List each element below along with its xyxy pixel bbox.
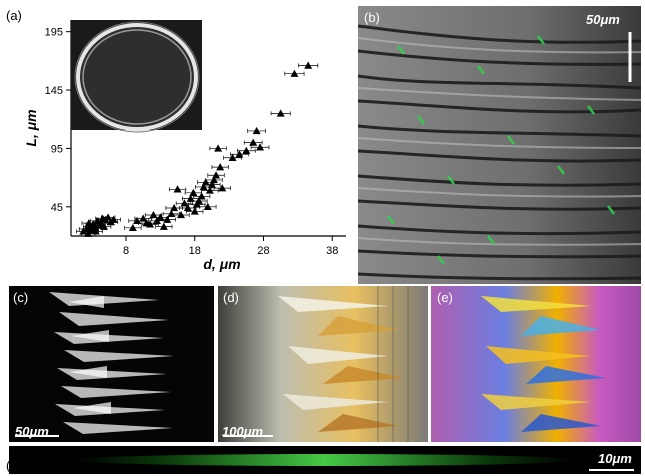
triangle-marker (159, 222, 168, 230)
data-point (203, 180, 221, 188)
x-tick-label: 8 (123, 245, 129, 257)
triangle-marker (228, 153, 237, 161)
data-point (190, 196, 208, 205)
triangle-marker (276, 109, 285, 117)
x-tick-label: 18 (189, 245, 201, 257)
y-axis-label: L, μm (23, 109, 39, 146)
data-point (124, 223, 142, 232)
triangle-marker (170, 203, 179, 212)
triangle-marker (183, 203, 192, 212)
data-point (270, 109, 291, 117)
triangle-marker (156, 213, 165, 221)
panel-d-micrograph (218, 286, 428, 442)
triangle-marker (100, 222, 108, 230)
data-point (237, 146, 256, 154)
panel-b-micrograph (358, 6, 641, 284)
data-point (193, 192, 211, 200)
triangle-marker (128, 223, 137, 232)
triangle-marker (256, 143, 265, 151)
panel-e-label: (e) (437, 290, 453, 305)
data-point (201, 186, 219, 194)
triangle-marker (304, 61, 313, 69)
triangle-marker (177, 210, 185, 219)
data-point (211, 163, 229, 171)
y-tick-label: 45 (51, 202, 63, 214)
data-point (158, 215, 176, 223)
data-point (199, 202, 217, 211)
data-point (298, 61, 319, 69)
scale-b-text: 50μm (586, 12, 620, 27)
triangle-marker (173, 185, 182, 193)
triangle-marker (235, 150, 244, 158)
data-point (88, 227, 103, 235)
triangle-marker (216, 163, 225, 171)
data-point (172, 210, 190, 219)
triangle-marker (249, 138, 258, 146)
triangle-marker (104, 213, 113, 221)
data-point (205, 175, 223, 184)
triangle-marker (189, 188, 198, 196)
data-point (247, 126, 266, 135)
scale-c-text: 50μm (15, 424, 49, 439)
y-tick-label: 95 (51, 143, 63, 155)
data-point (243, 138, 263, 146)
data-point (223, 153, 242, 161)
triangle-marker (242, 146, 251, 154)
data-point (155, 222, 173, 230)
triangle-marker (197, 192, 206, 200)
scale-f-text: 10μm (598, 451, 632, 466)
triangle-marker (252, 126, 261, 135)
panel-f-micrograph (9, 446, 641, 474)
data-point (284, 69, 305, 77)
panel-e-micrograph (431, 286, 641, 442)
data-point (250, 143, 270, 151)
triangle-marker (109, 215, 118, 223)
triangle-marker (139, 214, 148, 222)
triangle-marker (194, 196, 203, 205)
inset-ring-micrograph (71, 20, 202, 133)
triangle-marker (190, 207, 199, 215)
scatter-chart: 8 18 28 38 45 95 145 195 d, μm L, μm (23, 20, 346, 272)
data-point (186, 207, 204, 215)
triangle-marker (212, 171, 221, 179)
triangle-marker (91, 223, 100, 232)
triangle-marker (218, 184, 227, 192)
panel-c-micrograph (9, 286, 214, 442)
data-point (207, 171, 225, 179)
triangle-marker (205, 186, 214, 194)
x-tick-label: 28 (257, 245, 269, 257)
scale-d-text: 100μm (222, 424, 264, 439)
triangle-marker (214, 144, 223, 152)
data-point (106, 215, 121, 223)
triangle-marker (207, 180, 216, 188)
triangle-marker (91, 227, 100, 235)
panel-c-label: (c) (13, 290, 29, 305)
triangle-marker (210, 175, 218, 184)
data-point (96, 222, 112, 230)
triangle-marker (96, 219, 105, 227)
y-tick-label: 195 (45, 27, 63, 39)
data-point (213, 184, 231, 192)
panel-a-label: (a) (6, 8, 22, 23)
triangle-marker (290, 69, 299, 77)
x-axis-label: d, μm (203, 256, 240, 272)
panel-b-label: (b) (364, 10, 380, 25)
data-point (168, 185, 187, 193)
triangle-marker (84, 219, 93, 227)
triangle-marker (133, 216, 141, 225)
data-point (81, 219, 97, 227)
y-tick-label: 145 (45, 85, 63, 97)
panel-f-label: (f) (6, 458, 19, 473)
data-point (209, 144, 227, 152)
data-point (144, 210, 163, 219)
triangle-marker (180, 199, 189, 207)
triangle-marker (146, 220, 155, 228)
data-point (175, 199, 194, 207)
panel-d-label: (d) (223, 290, 239, 305)
triangle-marker (163, 215, 172, 223)
x-tick-label: 38 (326, 245, 338, 257)
triangle-marker (149, 210, 158, 219)
triangle-marker (203, 202, 212, 211)
triangle-marker (186, 194, 195, 202)
